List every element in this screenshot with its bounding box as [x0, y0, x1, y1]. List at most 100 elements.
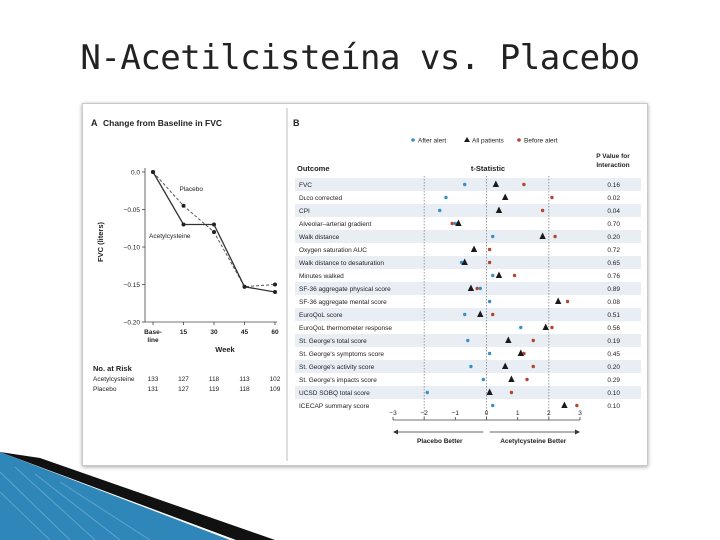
- point-all-patients: [539, 232, 546, 239]
- point-before-alert: [450, 221, 454, 226]
- x-tick-label: 0: [485, 410, 489, 417]
- p-value: 0.08: [607, 299, 620, 306]
- at-risk-cell: 133: [148, 376, 159, 383]
- legend-marker-all: [464, 137, 470, 142]
- point-before-alert: [575, 403, 579, 408]
- outcome-label: CPI: [299, 208, 310, 215]
- panel-a-ylabel: FVC (liters): [96, 222, 105, 263]
- p-header-line: Interaction: [596, 162, 629, 169]
- point-all-patients: [502, 362, 509, 369]
- y-tick-label: −0.10: [124, 245, 141, 252]
- p-value: 0.29: [607, 377, 620, 384]
- data-point-placebo: [212, 230, 216, 234]
- outcome-label: St. George's impacts score: [299, 377, 377, 384]
- legend-label: All patients: [472, 138, 505, 145]
- point-after-alert: [425, 390, 429, 395]
- outcome-label: ICECAP summary score: [299, 403, 370, 410]
- outcome-label: EuroQoL thermometer response: [299, 325, 392, 332]
- point-all-patients: [495, 206, 503, 213]
- outcome-label: Alveolar–arterial gradient: [299, 221, 371, 228]
- deco-black-band: [0, 452, 275, 540]
- data-point-placebo: [273, 282, 277, 287]
- point-after-alert: [444, 195, 448, 200]
- x-tick-label: 30: [210, 329, 218, 336]
- p-value: 0.10: [607, 403, 620, 410]
- row-band: [295, 178, 641, 191]
- outcome-label: St. George's symptoms score: [299, 351, 384, 358]
- point-all-patients: [502, 193, 509, 200]
- y-tick-label: −0.20: [124, 320, 141, 327]
- x-tick-label: Base-: [144, 329, 162, 336]
- figure-svg: A Change from Baseline in FVC FVC (liter…: [91, 108, 641, 461]
- point-before-alert: [509, 390, 514, 395]
- x-tick-label: 60: [271, 329, 279, 336]
- x-tick-label-cont: line: [147, 337, 159, 344]
- p-value: 0.20: [607, 364, 620, 371]
- point-after-alert: [438, 208, 442, 213]
- arrow-right-head: [575, 429, 580, 435]
- panel-a-letter: A: [91, 118, 98, 128]
- point-after-alert: [491, 403, 495, 408]
- p-value: 0.02: [607, 195, 620, 202]
- outcome-label: Walk distance to desaturation: [299, 260, 384, 267]
- column-header-outcome: Outcome: [297, 164, 330, 173]
- outcome-label: St. George's activity score: [299, 364, 375, 371]
- series-line-placebo: [152, 171, 276, 288]
- series-label-acetylcysteine: Acetylcysteine: [149, 233, 191, 240]
- outcome-label: FVC: [299, 182, 312, 189]
- annotation-placebo-better: Placebo Better: [417, 438, 463, 445]
- p-value: 0.16: [607, 182, 620, 189]
- panel-a-xlabel: Week: [215, 345, 235, 354]
- slide-title: N-Acetilcisteína vs. Placebo: [80, 38, 640, 78]
- x-tick-label: 15: [180, 329, 188, 336]
- point-all-patients: [517, 349, 524, 356]
- row-band: [295, 308, 641, 321]
- point-before-alert: [540, 208, 545, 213]
- p-header-line: P Value for: [596, 153, 630, 160]
- row-band: [295, 360, 641, 373]
- point-all-patients: [461, 258, 468, 265]
- point-after-alert: [481, 377, 486, 382]
- point-all-patients: [455, 219, 462, 226]
- at-risk-title: No. at Risk: [93, 364, 133, 373]
- at-risk-cell: 119: [209, 386, 220, 393]
- outcome-label: SF-36 aggregate physical score: [299, 286, 391, 293]
- p-value: 0.56: [607, 325, 620, 332]
- p-value: 0.70: [607, 221, 620, 228]
- panel-b-rows: FVC 0.16 Dʟco corrected 0.02 CPI 0.04 Alveolar…: [295, 178, 641, 410]
- outcome-label: Minutes walked: [299, 273, 344, 280]
- x-tick-label: −3: [389, 410, 397, 417]
- at-risk-row-label: Acetylcysteine: [93, 376, 135, 383]
- at-risk-cell: 131: [148, 386, 159, 393]
- point-after-alert: [478, 286, 482, 291]
- p-value: 0.20: [607, 234, 620, 241]
- p-value: 0.65: [607, 260, 620, 267]
- point-after-alert: [519, 325, 523, 330]
- column-header-stat: t-Statistic: [471, 164, 505, 173]
- x-tick-label: −2: [420, 410, 428, 417]
- data-point-acetylcysteine: [212, 222, 216, 227]
- outcome-label: EuroQoL score: [299, 312, 343, 319]
- p-value: 0.89: [607, 286, 620, 293]
- at-risk-cell: 102: [270, 376, 281, 383]
- legend-label: After alert: [418, 138, 446, 145]
- deco-stripes: [0, 466, 151, 540]
- at-risk-cell: 109: [270, 386, 281, 393]
- outcome-label: Oxygen saturation AUC: [299, 247, 367, 254]
- p-value: 0.04: [607, 208, 620, 215]
- point-all-patients: [542, 323, 549, 330]
- y-tick-label: 0.0: [131, 170, 140, 177]
- p-value: 0.19: [607, 338, 620, 345]
- deco-blue-wedge: [0, 452, 230, 540]
- panel-b-axis: −3 −2 −1 0 1 2 3 Placebo Better Acetylcysteine B…: [389, 176, 582, 445]
- p-value: 0.72: [607, 247, 620, 254]
- row-band: [295, 386, 641, 399]
- x-tick-label: 1: [516, 410, 520, 417]
- point-all-patients: [486, 388, 493, 395]
- panel-a-plot: Placebo Acetylcysteine: [149, 170, 277, 294]
- data-point-acetylcysteine: [181, 222, 186, 227]
- point-all-patients: [470, 245, 478, 252]
- panel-a-title: Change from Baseline in FVC: [103, 118, 222, 128]
- point-all-patients: [467, 284, 475, 291]
